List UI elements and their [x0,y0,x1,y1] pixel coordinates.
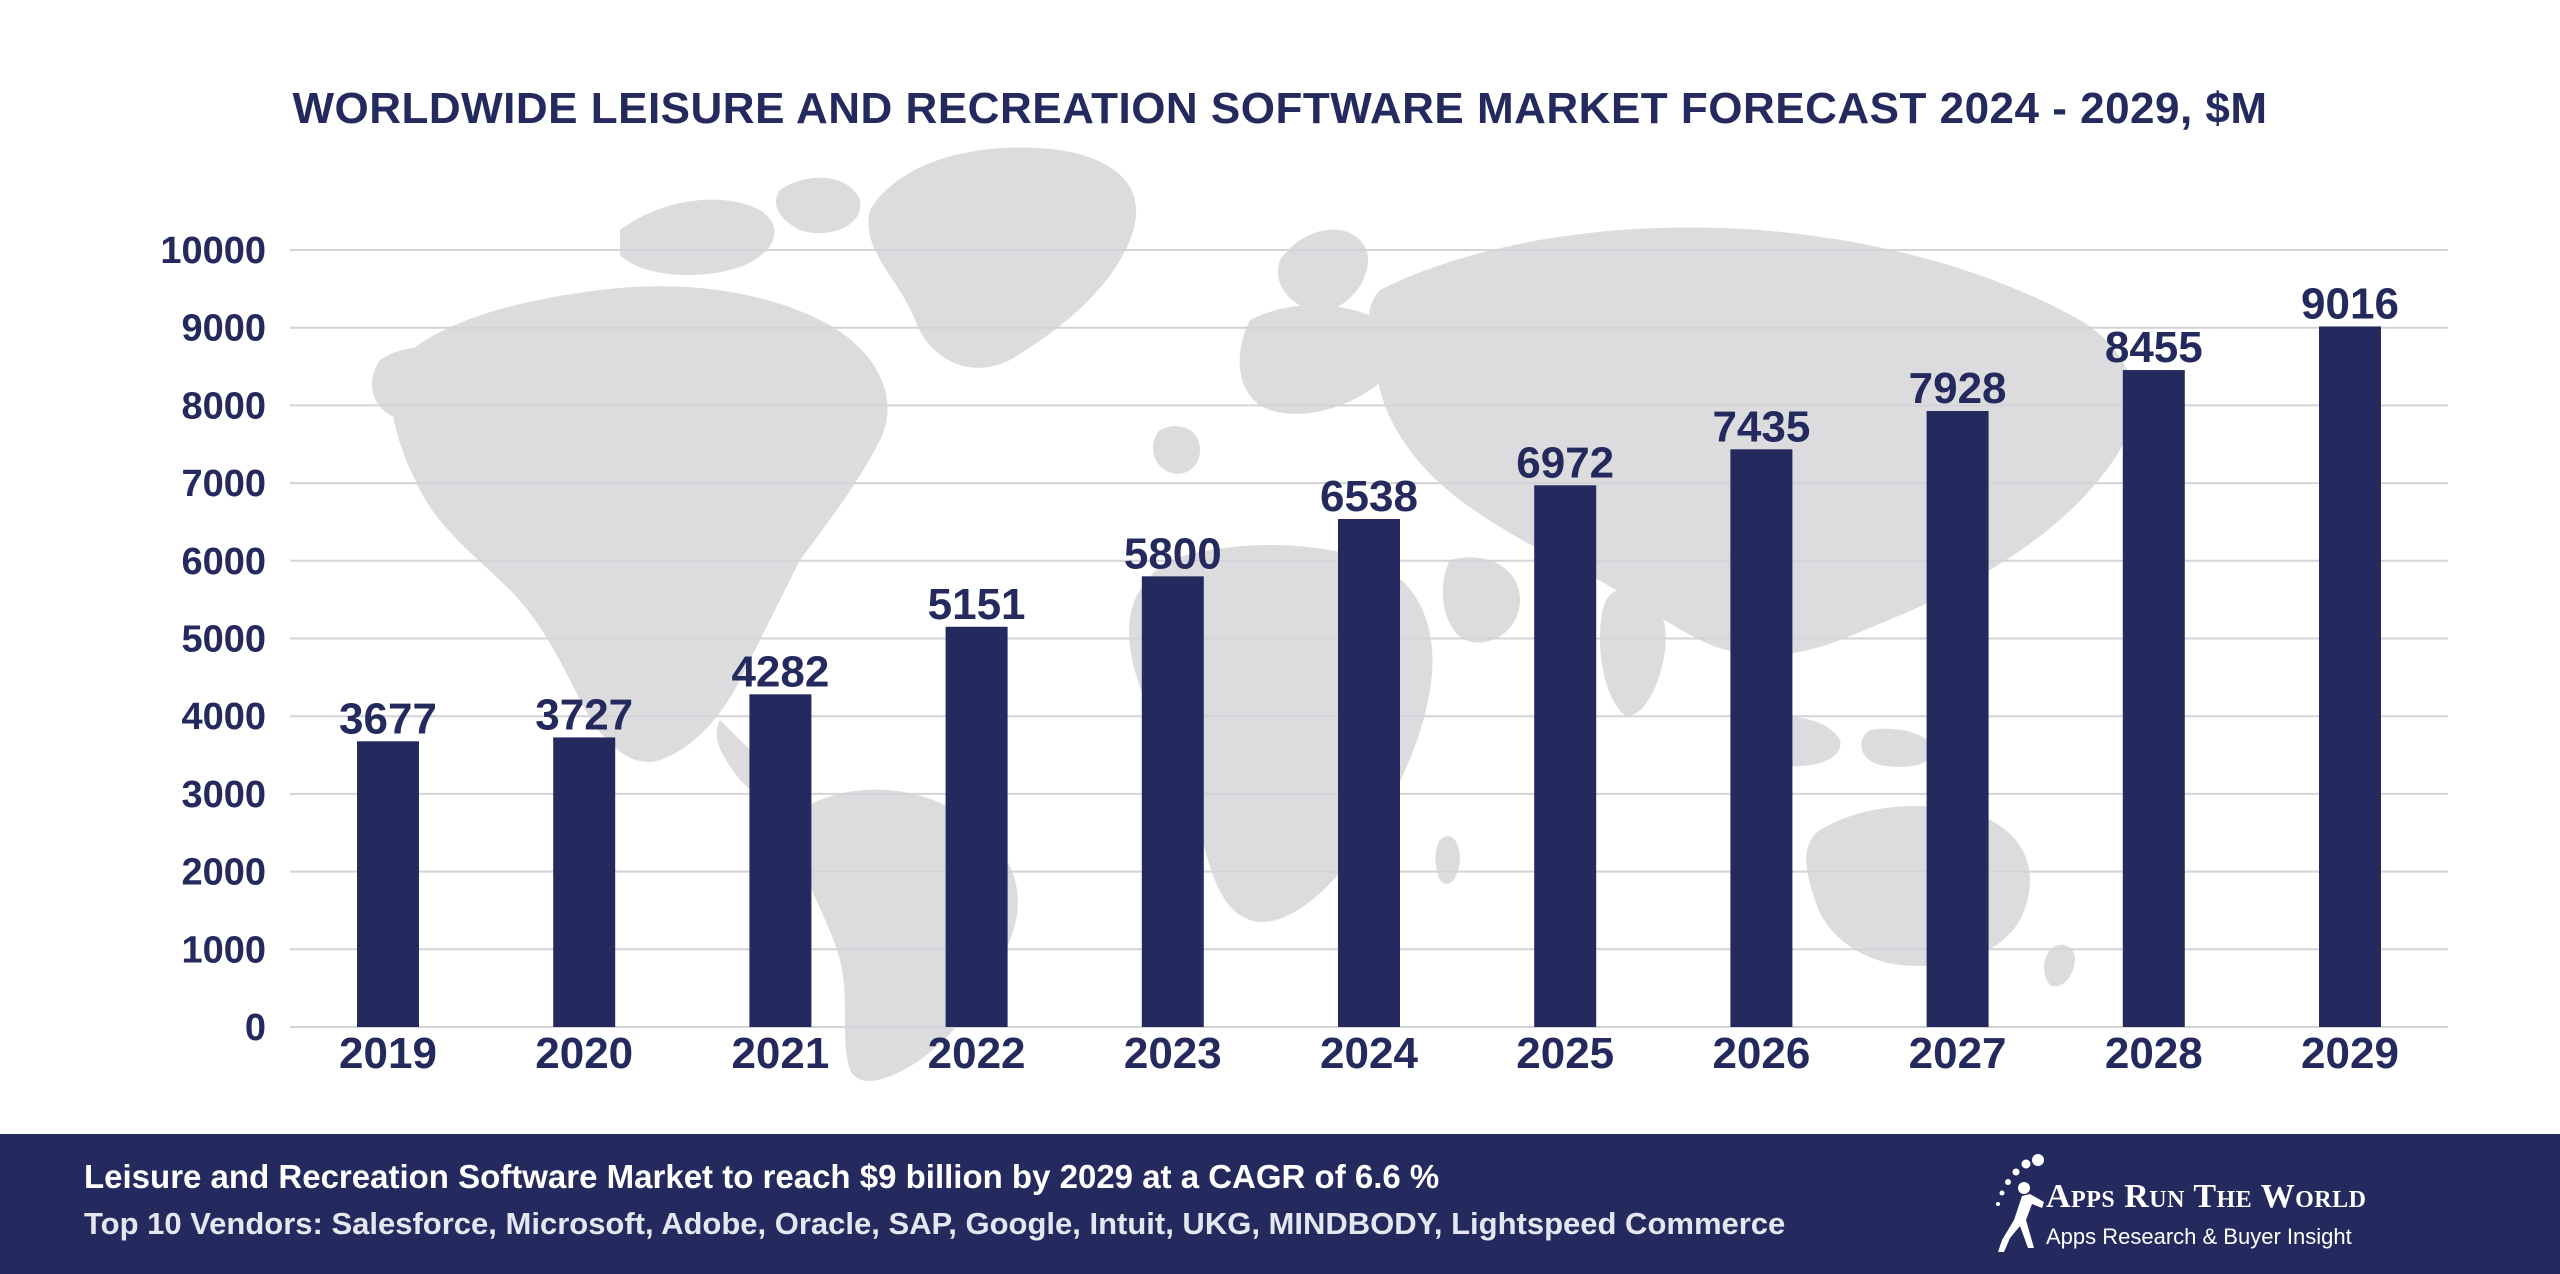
chart-title: WORLDWIDE LEISURE AND RECREATION SOFTWAR… [292,84,2268,133]
bar-2027 [1926,410,1989,1027]
bar-value-label: 6538 [1320,472,1418,521]
x-tick-label: 2023 [1124,1029,1222,1078]
runner-logo-icon [1996,1154,2044,1252]
x-tick-label: 2026 [1712,1029,1810,1078]
y-tick-label: 8000 [181,385,266,427]
footer-headline: Leisure and Recreation Software Market t… [84,1158,1440,1195]
bar-2023 [1141,576,1204,1027]
y-tick-label: 10000 [160,230,266,272]
y-tick-label: 9000 [181,308,266,350]
y-tick-label: 6000 [181,541,266,583]
x-tick-label: 2020 [535,1029,633,1078]
bar-value-label: 6972 [1516,438,1614,487]
y-tick-label: 3000 [181,774,266,816]
y-tick-label: 0 [245,1007,266,1049]
bars [357,326,2381,1027]
x-tick-label: 2024 [1320,1029,1418,1078]
y-tick-label: 4000 [181,696,266,738]
bar-value-label: 5800 [1124,529,1222,578]
x-axis-tick-labels: 2019 2020 2021 2022 2023 2024 2025 2026 2027 2028… [339,1029,2399,1078]
y-axis-tick-labels: 0 1000 2000 3000 4000 5000 6000 7000 8000 9000 100… [160,230,266,1049]
bar-value-label: 3727 [535,690,633,739]
world-map-background [371,147,2135,1081]
bar-value-label: 9016 [2301,279,2399,328]
bar-value-label: 4282 [731,647,829,696]
x-tick-label: 2029 [2301,1029,2399,1078]
bar-2021 [749,694,812,1027]
y-tick-label: 1000 [181,929,266,971]
bar-value-label: 7435 [1712,402,1810,451]
bar-2026 [1730,449,1793,1027]
bar-value-label: 5151 [928,580,1026,629]
bar-2019 [357,741,419,1027]
footer-banner: Leisure and Recreation Software Market t… [0,1134,2560,1274]
bar-2028 [2122,370,2185,1027]
bar-2025 [1534,485,1597,1027]
x-tick-label: 2019 [339,1029,437,1078]
logo-name: Apps Run The World [2046,1178,2367,1215]
bar-value-label: 8455 [2105,323,2203,372]
x-tick-label: 2027 [1909,1029,2007,1078]
footer-vendors: Top 10 Vendors: Salesforce, Microsoft, A… [84,1206,1786,1241]
bar-2022 [945,626,1008,1027]
y-tick-label: 7000 [181,463,266,505]
x-tick-label: 2021 [731,1029,829,1078]
x-tick-label: 2025 [1516,1029,1614,1078]
logo-tagline: Apps Research & Buyer Insight [2046,1224,2352,1249]
x-tick-label: 2028 [2105,1029,2203,1078]
bar-value-labels: 3677 3727 4282 5151 5800 6538 6972 7435 7928 8455… [339,279,2399,743]
bar-2029 [2319,326,2381,1027]
bar-2024 [1338,518,1400,1027]
bar-2020 [553,737,616,1027]
x-tick-label: 2022 [928,1029,1026,1078]
chart-area: 0 1000 2000 3000 4000 5000 6000 7000 8000 9000 100… [160,147,2448,1081]
bar-value-label: 3677 [339,694,437,743]
logo: Apps Run The World Apps Research & Buyer… [1980,1148,2480,1260]
bar-value-label: 7928 [1909,364,2007,413]
y-tick-label: 2000 [181,852,266,894]
y-tick-label: 5000 [181,619,266,661]
